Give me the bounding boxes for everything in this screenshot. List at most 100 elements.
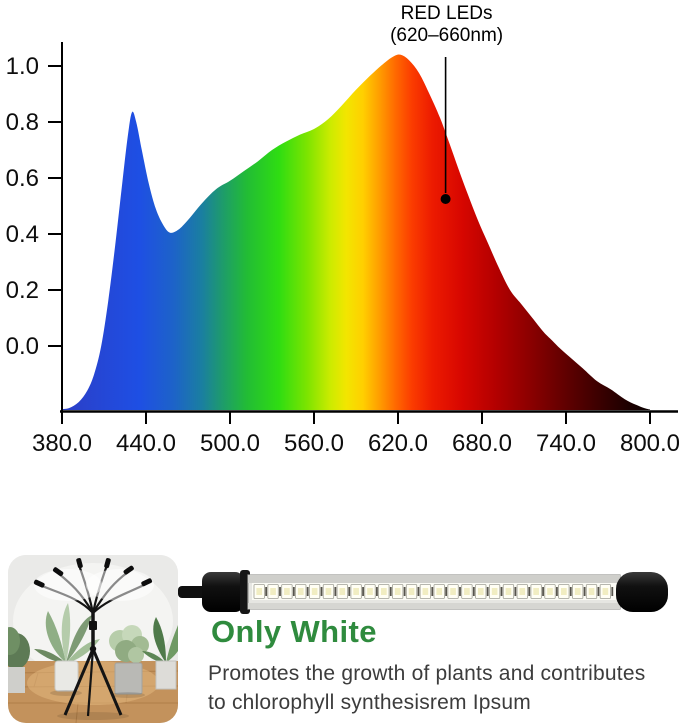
product-headline: Only White	[211, 614, 377, 649]
led-chip-phosphor	[533, 588, 539, 595]
led-chip-phosphor	[270, 588, 276, 595]
spectrum-chart: 380.0 440.0 500.0 560.0 620.0 680.0 740.0 800.0…	[6, 42, 679, 457]
x-tick-label: 740.0	[536, 430, 596, 457]
y-tick-label: 0.6	[6, 165, 39, 192]
light-glow	[86, 569, 154, 601]
led-chip-separator	[292, 587, 295, 596]
led-chip-phosphor	[491, 588, 498, 595]
annotation-line2: (620–660nm)	[390, 25, 504, 46]
led-chip-phosphor	[284, 588, 290, 595]
led-chip-phosphor	[547, 588, 553, 595]
y-tick-label: 0.8	[6, 109, 39, 136]
annotation-dot	[440, 194, 451, 204]
led-chip-phosphor	[574, 588, 581, 595]
led-chip-separator	[500, 587, 503, 596]
plant	[8, 627, 30, 693]
led-chip-phosphor	[588, 588, 595, 595]
grow-light-scene	[8, 555, 178, 723]
tripod-shadow	[57, 712, 129, 720]
chart-annotation: RED LEDs (620–660nm)	[390, 3, 503, 47]
led-chip-phosphor	[561, 588, 567, 595]
x-tick-label: 680.0	[452, 430, 512, 457]
led-chip-phosphor	[505, 588, 512, 595]
annotation-line1: RED LEDs	[400, 3, 493, 24]
left-end-cap	[202, 572, 244, 612]
led-chip-phosphor	[256, 588, 263, 595]
led-chip-separator	[583, 587, 586, 596]
led-chip-separator	[376, 587, 378, 596]
led-chip-separator	[514, 587, 517, 596]
light-glow	[34, 569, 102, 601]
led-chip-separator	[556, 587, 558, 596]
x-tick-label: 620.0	[368, 430, 428, 457]
led-chips	[253, 584, 614, 599]
y-tick-label: 0.0	[6, 333, 39, 360]
tube-bottom-shade	[248, 603, 620, 609]
led-chip-separator	[403, 587, 406, 596]
led-chip-separator	[486, 587, 489, 596]
plant	[34, 603, 100, 696]
led-chip-separator	[320, 587, 323, 596]
axis-tick-labels: 380.0 440.0 500.0 560.0 620.0 680.0 740.0 800.0…	[6, 53, 679, 457]
led-chip-separator	[348, 587, 351, 596]
tube-top-shade	[248, 575, 620, 583]
led-bar-image	[178, 570, 668, 614]
led-chip-separator	[334, 587, 337, 596]
lamp-heads	[33, 558, 154, 601]
annotation-pointer	[440, 57, 451, 204]
led-chip-separator	[528, 587, 531, 596]
led-chip-separator	[459, 587, 461, 596]
led-chip-phosphor	[339, 588, 346, 595]
axis-ticks	[48, 65, 651, 424]
x-tick-label: 500.0	[200, 430, 260, 457]
led-chip-phosphor	[436, 588, 443, 595]
led-chip-phosphor	[519, 588, 526, 595]
right-end-cap	[616, 572, 668, 612]
tripod-stand	[63, 613, 123, 717]
led-chip-phosphor	[297, 588, 304, 595]
led-chip-separator	[611, 587, 614, 596]
spectrum-area	[62, 54, 650, 410]
led-chip-separator	[306, 587, 309, 596]
grow-light-tripod	[33, 558, 154, 720]
plant	[109, 625, 149, 698]
led-chip-separator	[362, 587, 364, 596]
led-chip-phosphor	[367, 588, 373, 595]
led-chip-separator	[445, 587, 448, 596]
led-chip-phosphor	[381, 588, 387, 595]
x-tick-label: 800.0	[620, 430, 679, 457]
led-chip-separator	[417, 587, 420, 596]
x-tick-label: 380.0	[32, 430, 92, 457]
product-description: Promotes the growth of plants and contri…	[208, 659, 645, 717]
led-chip-separator	[265, 587, 268, 596]
led-chip-phosphor	[602, 588, 609, 595]
led-chip-separator	[569, 587, 572, 596]
led-chip-separator	[472, 587, 475, 596]
y-tick-label: 0.4	[6, 221, 39, 248]
led-chip-phosphor	[311, 588, 318, 595]
led-chip-separator	[597, 587, 600, 596]
led-chip-separator	[279, 587, 281, 596]
plant	[142, 617, 178, 690]
led-chip-phosphor	[325, 588, 332, 595]
led-chip-phosphor	[464, 588, 470, 595]
x-tick-label: 560.0	[284, 430, 344, 457]
led-chip-separator	[389, 587, 392, 596]
led-chip-phosphor	[477, 588, 484, 595]
y-tick-label: 0.2	[6, 277, 39, 304]
led-chip-separator	[431, 587, 434, 596]
description-line1: Promotes the growth of plants and contri…	[208, 662, 646, 685]
led-chip-phosphor	[353, 588, 359, 595]
bar-stem	[178, 586, 208, 598]
led-chip-phosphor	[422, 588, 429, 595]
led-chip-phosphor	[408, 588, 415, 595]
y-tick-label: 1.0	[6, 53, 39, 80]
led-chip-phosphor	[394, 588, 401, 595]
led-chip-separator	[542, 587, 544, 596]
description-line2: to chlorophyll synthesisrem Ipsum	[208, 691, 531, 714]
x-tick-label: 440.0	[116, 430, 176, 457]
led-chip-phosphor	[450, 588, 456, 595]
product-photo	[8, 555, 178, 723]
chart-axes	[60, 42, 678, 413]
